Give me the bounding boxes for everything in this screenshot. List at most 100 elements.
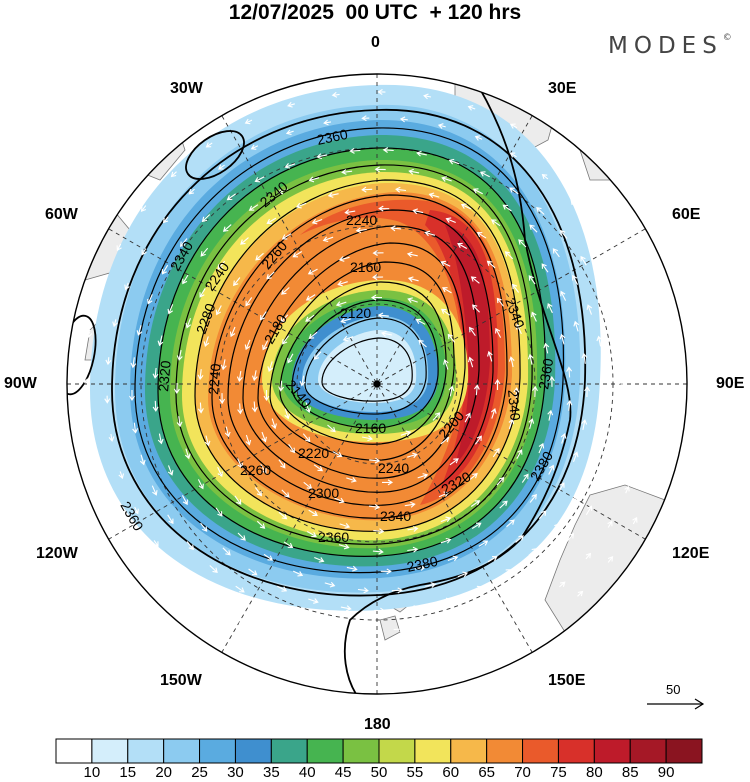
- colorbar-tick-label: 50: [370, 764, 388, 781]
- wind-arrow: [470, 500, 481, 507]
- wind-arrow: [197, 369, 204, 381]
- wind-arrow: [98, 285, 104, 294]
- wind-arrow: [184, 448, 191, 460]
- wind-arrow: [611, 444, 618, 455]
- colorbar-swatch: [234, 738, 272, 764]
- wind-arrow: [308, 647, 317, 653]
- wind-arrow: [139, 454, 146, 466]
- wind-arrow: [185, 318, 192, 329]
- wind-arrow: [368, 673, 377, 679]
- wind-arrow: [596, 433, 603, 445]
- wind-arrow: [355, 227, 367, 234]
- wind-arrow: [440, 537, 452, 544]
- wind-arrow: [476, 232, 487, 239]
- wind-arrow: [357, 587, 369, 594]
- wind-arrow: [281, 233, 292, 240]
- wind-arrow: [399, 116, 408, 123]
- wind-arrow: [287, 101, 295, 108]
- wind-arrow: [226, 193, 237, 201]
- wind-arrow: [251, 401, 258, 413]
- colorbar-tick-label: 75: [550, 764, 567, 781]
- wind-arrow: [259, 311, 267, 321]
- wind-arrow: [205, 142, 213, 148]
- wind-arrow: [509, 187, 519, 195]
- wind-arrow: [285, 129, 294, 136]
- wind-arrow: [661, 430, 668, 439]
- wind-arrow: [566, 533, 575, 542]
- wind-arrow: [566, 399, 573, 411]
- wind-arrow: [254, 176, 265, 183]
- wind-arrow: [492, 447, 500, 458]
- wind-arrow: [515, 535, 524, 543]
- wind-arrow: [248, 568, 258, 576]
- colorbar-tick-label: 85: [621, 764, 639, 781]
- wind-arrow: [188, 188, 195, 195]
- wind-arrow: [495, 626, 504, 632]
- wind-arrow: [490, 219, 501, 227]
- contour-label: 2340: [380, 508, 411, 524]
- wind-arrow: [335, 301, 347, 307]
- wind-arrow: [509, 123, 518, 129]
- contour-label: 2160: [350, 259, 381, 275]
- wind-arrow: [479, 171, 490, 178]
- colorbar-swatch: [91, 738, 129, 764]
- wind-arrow: [263, 553, 274, 561]
- wind-arrow: [199, 288, 206, 298]
- wind-arrow: [235, 585, 245, 593]
- wind-arrow: [581, 419, 588, 431]
- wind-arrow: [104, 395, 111, 404]
- wind-arrow: [308, 509, 318, 516]
- wind-arrow: [407, 452, 418, 459]
- wind-arrow: [666, 384, 672, 393]
- wind-arrow: [264, 602, 275, 609]
- wind-arrow: [585, 505, 593, 516]
- wind-arrow: [288, 443, 296, 454]
- colorbar-swatch: [593, 738, 631, 764]
- wind-arrow: [467, 356, 474, 368]
- wind-arrow: [440, 597, 452, 604]
- wind-arrow: [299, 375, 306, 387]
- wind-arrow: [278, 657, 287, 663]
- wind-arrow: [266, 217, 277, 224]
- wind-arrow: [377, 89, 386, 95]
- wind-arrow: [220, 359, 227, 371]
- colorbar-tick-label: 60: [442, 764, 460, 781]
- wind-arrow: [324, 581, 336, 588]
- lon-label-30w: 30W: [170, 80, 203, 97]
- contour-label: 2380: [405, 553, 439, 575]
- wind-arrow: [344, 209, 356, 216]
- wind-arrow: [316, 153, 328, 160]
- wind-arrow: [152, 367, 159, 379]
- wind-arrow: [415, 318, 426, 325]
- colorbar: [55, 738, 703, 764]
- colorbar-swatch: [522, 738, 559, 764]
- wind-arrow: [560, 290, 567, 301]
- wind-arrow: [152, 400, 159, 412]
- wind-arrow: [632, 516, 638, 525]
- wind-arrow: [306, 531, 317, 538]
- wind-arrow: [234, 495, 242, 505]
- wind-arrow: [332, 451, 343, 458]
- wind-arrow: [217, 466, 223, 478]
- wind-arrow: [601, 368, 608, 380]
- wind-arrow: [378, 205, 390, 212]
- wind-arrow: [308, 331, 318, 340]
- wind-arrow: [407, 276, 419, 283]
- wind-arrow: [372, 274, 384, 281]
- lon-label-30e: 30E: [548, 80, 577, 97]
- wind-arrow: [250, 144, 259, 150]
- colorbar-swatch: [414, 738, 452, 764]
- wind-arrow: [176, 416, 183, 428]
- wind-arrow: [458, 611, 470, 617]
- wind-arrow: [302, 433, 311, 443]
- wind-arrow: [313, 351, 322, 360]
- wind-arrow: [331, 91, 340, 98]
- wind-arrow: [200, 247, 209, 257]
- wind-arrow: [84, 421, 91, 430]
- wind-arrow: [447, 555, 459, 562]
- wind-arrow: [157, 433, 164, 445]
- wind-arrow: [384, 654, 393, 661]
- wind-arrow: [517, 579, 528, 587]
- wind-arrow: [440, 436, 450, 445]
